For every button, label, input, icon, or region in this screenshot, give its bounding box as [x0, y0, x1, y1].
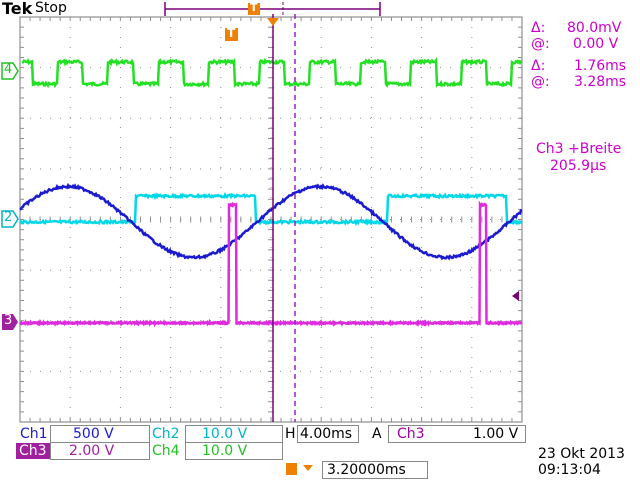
- ch3-scale-box[interactable]: 2.00 V: [50, 442, 150, 460]
- horizontal-position-marker-icon: [267, 18, 279, 26]
- trigger-position-label: T: [250, 1, 258, 14]
- ch1-scale: 500 V: [73, 426, 114, 442]
- delta-v-symbol: Δ:: [531, 20, 546, 36]
- ch1-label: Ch1: [20, 426, 48, 442]
- ch1-waveform: [19, 182, 523, 261]
- ch3-marker[interactable]: [2, 314, 18, 330]
- ch3-label: Ch3: [16, 443, 51, 459]
- ch2-scale: 10.0 V: [202, 426, 248, 442]
- ch4-marker-label: 4: [4, 62, 13, 77]
- record-position-bar: [164, 2, 381, 16]
- ch2-waveform: [19, 191, 523, 226]
- ch4-label: Ch4: [152, 443, 180, 459]
- trigger-settings-box[interactable]: Ch3 1.00 V: [388, 425, 526, 443]
- ch3-scale: 2.00 V: [69, 443, 115, 459]
- horizontal-scale-box[interactable]: 4.00ms: [297, 425, 359, 443]
- trigger-offset-icon: [286, 463, 313, 475]
- trigger-point-label: T: [227, 26, 236, 40]
- trigger-position-icon: [248, 3, 260, 15]
- brand-logo: Tek: [2, 0, 33, 18]
- ch2-marker[interactable]: [1, 210, 19, 228]
- trigger-position-value: 3.20000ms: [327, 462, 406, 478]
- measurement-value: 205.9µs: [550, 158, 607, 174]
- ch3-waveform: [19, 200, 523, 328]
- at-v-value: 0.00 V: [573, 36, 619, 52]
- ch4-waveform: [21, 56, 523, 89]
- delta-t-symbol: Δ:: [531, 58, 546, 74]
- horizontal-scale: 4.00ms: [300, 426, 353, 442]
- at-t-symbol: @:: [531, 74, 550, 90]
- ch2-marker-label: 2: [4, 210, 13, 225]
- time: 09:13:04: [538, 462, 601, 478]
- delta-v-value: 80.0mV: [567, 20, 622, 36]
- date: 23 Okt 2013: [538, 446, 625, 462]
- ch2-label: Ch2: [152, 426, 180, 442]
- horizontal-label: H: [285, 426, 296, 442]
- ch4-marker[interactable]: [1, 62, 19, 80]
- at-t-value: 3.28ms: [574, 74, 627, 90]
- delta-t-value: 1.76ms: [574, 58, 627, 74]
- graticule: [19, 16, 523, 423]
- ch3-marker-label: 3: [4, 313, 13, 328]
- at-v-symbol: @:: [531, 36, 550, 52]
- trigger-point-icon: [225, 28, 238, 41]
- ch4-scale: 10.0 V: [202, 443, 248, 459]
- ch4-scale-box[interactable]: 10.0 V: [185, 442, 283, 460]
- trigger-source: Ch3: [397, 426, 425, 442]
- trigger-level-icon[interactable]: [512, 291, 519, 301]
- trigger-position-box[interactable]: 3.20000ms: [322, 461, 428, 479]
- ch2-scale-box[interactable]: 10.0 V: [185, 425, 283, 443]
- measurement-label: Ch3 +Breite: [536, 141, 622, 157]
- ch1-scale-box[interactable]: 500 V: [50, 425, 150, 443]
- acquisition-status: Stop: [35, 0, 67, 16]
- trigger-level: 1.00 V: [473, 426, 519, 442]
- acquisition-mode: A: [372, 426, 382, 442]
